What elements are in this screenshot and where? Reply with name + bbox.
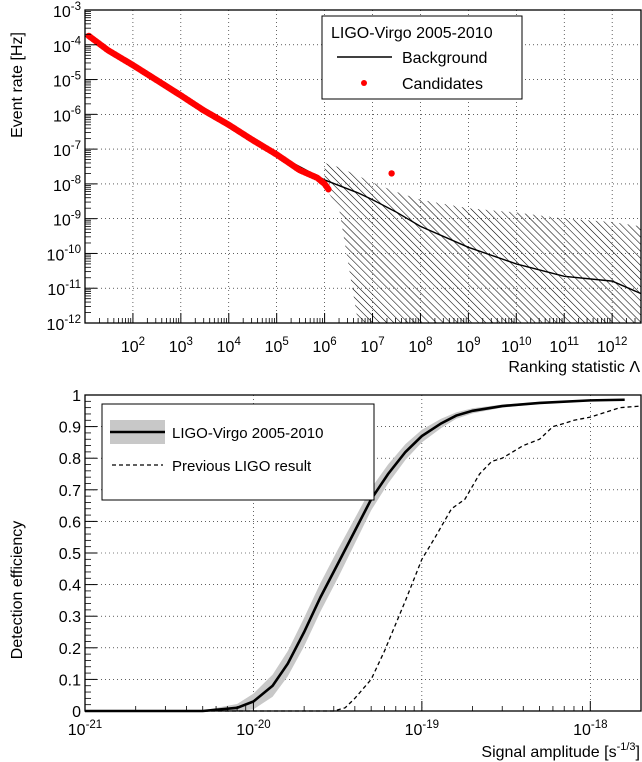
y-tick-label: 0 bbox=[72, 704, 81, 721]
y-tick-label: 0.4 bbox=[59, 578, 81, 595]
ticks bbox=[84, 394, 642, 712]
y-tick-label: 0.5 bbox=[59, 546, 81, 563]
candidate-point-outlier bbox=[388, 170, 395, 177]
y-tick-label: 10-6 bbox=[53, 105, 81, 125]
y-tick-label: 0.7 bbox=[59, 483, 81, 500]
y-tick-label: 10-3 bbox=[53, 1, 81, 21]
candidate-points-layer bbox=[85, 32, 395, 193]
x-tick-label: 108 bbox=[408, 336, 432, 356]
x-tick-label: 107 bbox=[360, 336, 384, 356]
y-axis-label: Event rate [Hz] bbox=[9, 32, 26, 138]
legend-label-ligo-virgo: LIGO-Virgo 2005-2010 bbox=[172, 425, 324, 442]
y-tick-label: 10-7 bbox=[53, 140, 81, 160]
y-tick-label: 1 bbox=[72, 388, 81, 405]
y-tick-label: 10-9 bbox=[53, 209, 81, 229]
x-axis-label: Signal amplitude [s-1/3] bbox=[481, 741, 640, 761]
y-axis-label: Detection efficiency bbox=[9, 521, 26, 659]
background-uncertainty-band bbox=[324, 162, 641, 323]
x-tick-label: 109 bbox=[456, 336, 480, 356]
x-axis-label: Ranking statistic Λ bbox=[508, 359, 640, 376]
x-tick-label: 1012 bbox=[597, 336, 628, 356]
y-tick-label: 10-8 bbox=[53, 175, 81, 195]
y-tick-label: 10-5 bbox=[53, 70, 81, 90]
y-tick-label: 0.1 bbox=[59, 672, 81, 689]
legend-label-candidates: Candidates bbox=[402, 76, 483, 93]
y-tick-label: 0.6 bbox=[59, 514, 81, 531]
tick-labels: 10-21 10-20 10-19 10-18 0 0.1 0.2 0.3 0.4 0.5 0.6 0… bbox=[59, 388, 608, 739]
x-tick-label: 106 bbox=[313, 336, 337, 356]
x-tick-label: 1010 bbox=[501, 336, 532, 356]
x-tick-label: 104 bbox=[217, 336, 242, 356]
x-tick-label: 1011 bbox=[549, 336, 579, 356]
y-tick-label: 0.9 bbox=[59, 420, 81, 437]
plot-frame bbox=[84, 9, 642, 324]
legend-label-previous: Previous LIGO result bbox=[172, 458, 312, 475]
y-tick-label: 0.8 bbox=[59, 451, 81, 468]
legend: LIGO-Virgo 2005-2010 Background Candidat… bbox=[321, 15, 523, 100]
y-tick-label: 10-12 bbox=[47, 314, 81, 334]
event-rate-panel: 102 103 104 105 106 107 108 109 1010 1011 1012 10-1… bbox=[9, 1, 642, 376]
legend-box bbox=[101, 403, 375, 501]
y-tick-label: 10-10 bbox=[47, 244, 81, 264]
legend: LIGO-Virgo 2005-2010 Previous LIGO resul… bbox=[101, 403, 375, 501]
y-tick-label: 0.3 bbox=[59, 609, 81, 626]
candidate-point bbox=[325, 186, 332, 193]
x-tick-label: 103 bbox=[169, 336, 193, 356]
y-tick-label: 0.2 bbox=[59, 641, 81, 658]
legend-title: LIGO-Virgo 2005-2010 bbox=[331, 25, 493, 42]
previous-ligo-curve bbox=[85, 405, 642, 712]
tick-labels: 102 103 104 105 106 107 108 109 1010 1011 1012 10-1… bbox=[47, 1, 628, 356]
x-tick-label: 10-20 bbox=[236, 719, 270, 739]
ticks bbox=[85, 9, 642, 324]
y-tick-label: 10-11 bbox=[47, 279, 81, 299]
x-tick-label: 102 bbox=[121, 336, 145, 356]
uncertainty-band bbox=[324, 162, 641, 323]
x-tick-label: 10-19 bbox=[405, 719, 439, 739]
x-tick-label: 105 bbox=[265, 336, 289, 356]
x-tick-label: 10-18 bbox=[573, 719, 607, 739]
detection-efficiency-panel: 10-21 10-20 10-19 10-18 0 0.1 0.2 0.3 0.4 0.5 0.6 0… bbox=[9, 388, 642, 761]
legend-label-background: Background bbox=[402, 50, 487, 67]
x-tick-label: 10-21 bbox=[68, 719, 102, 739]
legend-point-marker bbox=[361, 80, 367, 86]
y-tick-label: 10-4 bbox=[53, 36, 82, 56]
plot-frame bbox=[84, 394, 642, 712]
